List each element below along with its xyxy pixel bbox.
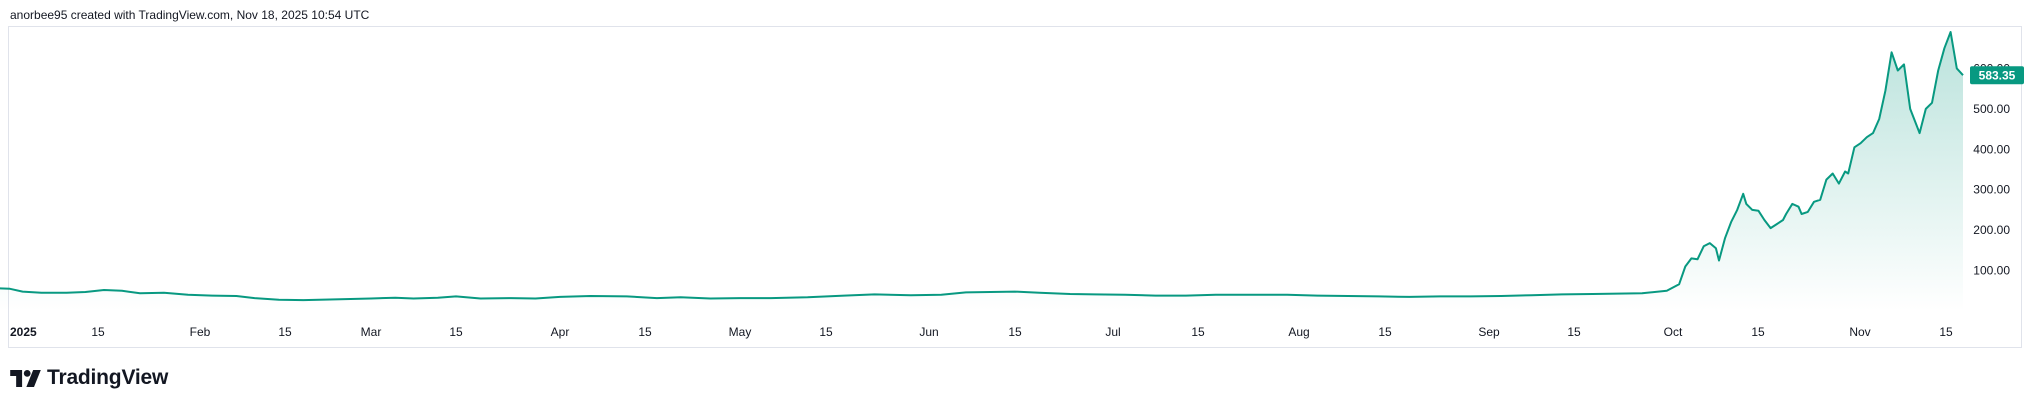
price-area-fill: [0, 32, 1963, 311]
x-tick-label: 15: [91, 325, 105, 339]
x-tick-label: 15: [1567, 325, 1581, 339]
tradingview-mark-icon: [10, 369, 41, 387]
chart-attribution: anorbee95 created with TradingView.com, …: [10, 8, 370, 22]
x-tick-label: 2025: [10, 325, 37, 339]
x-tick-label: 15: [1378, 325, 1392, 339]
tradingview-wordmark: TradingView: [47, 366, 169, 389]
x-tick-label: Mar: [361, 325, 382, 339]
y-tick-label: 500.00: [1973, 102, 2010, 116]
x-tick-label: 15: [449, 325, 463, 339]
x-tick-label: 15: [1939, 325, 1953, 339]
x-tick-label: Aug: [1288, 325, 1309, 339]
x-tick-label: Oct: [1664, 325, 1683, 339]
x-tick-label: Apr: [551, 325, 570, 339]
y-tick-label: 100.00: [1973, 264, 2010, 278]
current-price-badge-bg: [1970, 66, 2024, 85]
y-tick-label: 400.00: [1973, 142, 2010, 156]
x-tick-label: Sep: [1478, 325, 1500, 339]
x-tick-label: 15: [638, 325, 652, 339]
y-tick-label: 200.00: [1973, 223, 2010, 237]
price-line: [0, 31, 1964, 302]
x-tick-label: 15: [1191, 325, 1205, 339]
chart-frame: [8, 26, 2022, 348]
x-tick-label: 15: [278, 325, 292, 339]
x-tick-label: Jun: [919, 325, 938, 339]
x-tick-label: Jul: [1105, 325, 1120, 339]
x-tick-label: May: [729, 325, 752, 339]
current-price-value: 583.35: [1979, 69, 2016, 83]
x-tick-label: Feb: [190, 325, 211, 339]
y-tick-label: 300.00: [1973, 183, 2010, 197]
x-tick-label: 15: [819, 325, 833, 339]
x-tick-label: Nov: [1849, 325, 1870, 339]
x-tick-label: 15: [1008, 325, 1022, 339]
x-tick-label: 15: [1751, 325, 1765, 339]
tradingview-logo: TradingView: [10, 366, 168, 390]
current-price-badge: 583.35: [1970, 66, 2024, 85]
